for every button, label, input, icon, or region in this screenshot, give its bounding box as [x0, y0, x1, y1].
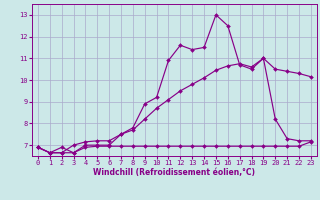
X-axis label: Windchill (Refroidissement éolien,°C): Windchill (Refroidissement éolien,°C) — [93, 168, 255, 177]
